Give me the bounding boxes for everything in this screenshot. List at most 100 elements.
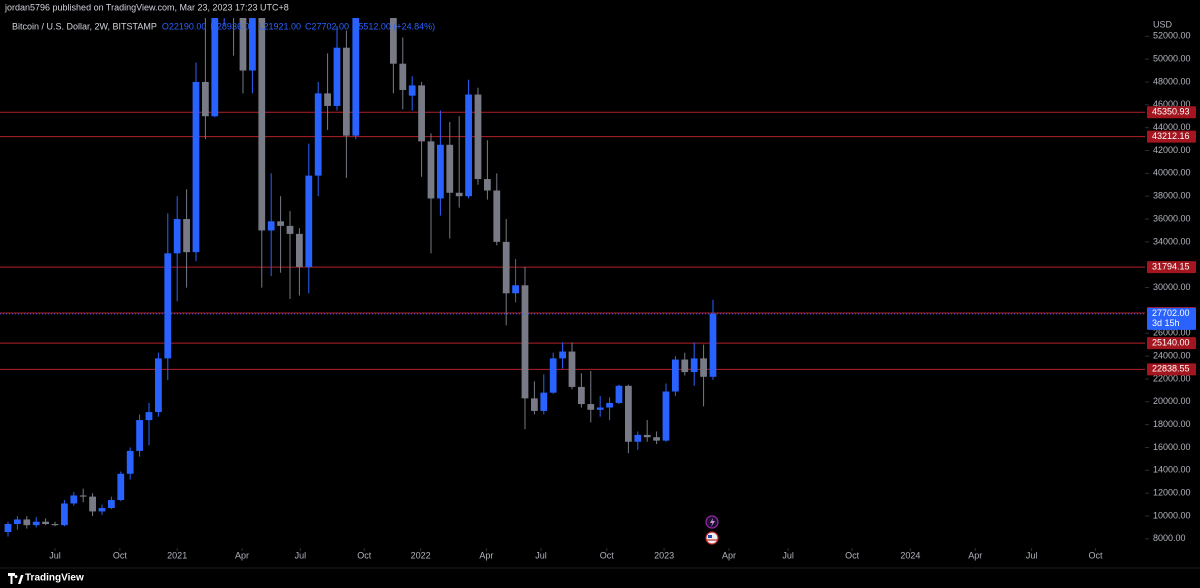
candle-body — [296, 233, 303, 268]
axes: 52000.00 50000.00 48000.00 46000.00 44000.00… — [49, 31, 1196, 560]
candle-body — [79, 495, 87, 497]
x-tick-label: Oct — [113, 550, 128, 560]
candle-body — [484, 179, 491, 191]
legend-symbol: Bitcoin / U.S. Dollar, 2W, BITSTAMP — [12, 21, 157, 31]
x-tick-label: Apr — [968, 550, 982, 560]
y-tick-label: 24000.00 — [1153, 350, 1191, 360]
last-price-label: 27702.00 — [1152, 308, 1190, 318]
y-tick-label: 26000.00 — [1153, 328, 1191, 338]
y-tick-label: 10000.00 — [1153, 510, 1191, 520]
x-tick-label: Jul — [295, 550, 307, 560]
candle-body — [709, 313, 717, 377]
level-label: 45350.93 — [1152, 107, 1190, 117]
y-tick-label: 14000.00 — [1153, 465, 1191, 475]
x-tick-label: Oct — [600, 550, 615, 560]
level-label-box — [1147, 130, 1196, 143]
y-tick-label: 22000.00 — [1153, 373, 1191, 383]
x-tick-label: Oct — [845, 550, 860, 560]
candle-body — [408, 85, 416, 96]
candle-body — [258, 18, 266, 231]
candle-body — [4, 524, 12, 533]
candle-body — [587, 404, 595, 410]
candle-body — [493, 190, 501, 242]
level-label-box — [1147, 261, 1196, 274]
y-tick-label: 8000.00 — [1153, 533, 1186, 543]
candle-body — [202, 81, 209, 117]
x-tick-label: Oct — [357, 550, 372, 560]
legend-ohlc: C27702.00 — [305, 21, 349, 31]
candle-body — [681, 359, 689, 373]
y-tick-label: 30000.00 — [1153, 282, 1191, 292]
candle-body — [455, 192, 463, 197]
y-tick-label: 20000.00 — [1153, 396, 1191, 406]
candle-body — [333, 47, 341, 106]
candle-body — [615, 385, 623, 403]
legend-ohlc: L21921.00 — [258, 21, 301, 31]
last-price-box — [1147, 307, 1196, 330]
legend-ohlc: +5512.00 (+24.84%) — [353, 21, 435, 31]
candle-body — [164, 253, 172, 359]
x-tick-label: Jul — [782, 550, 794, 560]
x-tick-label: Oct — [1089, 550, 1104, 560]
candle-body — [606, 402, 613, 408]
countdown-label: 3d 15h — [1152, 318, 1180, 328]
candle-body — [98, 508, 106, 512]
candle-body — [70, 495, 78, 504]
candle-body — [671, 359, 679, 392]
candle-body — [502, 241, 510, 294]
candle-body — [446, 144, 454, 193]
y-tick-label: 44000.00 — [1153, 122, 1191, 132]
y-tick-label: 36000.00 — [1153, 213, 1191, 223]
y-tick-label: 12000.00 — [1153, 488, 1191, 498]
y-tick-label: 42000.00 — [1153, 145, 1191, 155]
candle-body — [126, 450, 134, 474]
candle-body — [324, 93, 331, 106]
candle-body — [568, 351, 576, 387]
y-tick-label: 38000.00 — [1153, 191, 1191, 201]
candle-body — [277, 221, 284, 226]
y-tick-label: 16000.00 — [1153, 442, 1191, 452]
candle-body — [653, 437, 660, 441]
candle-body — [23, 519, 31, 526]
x-tick-label: 2022 — [411, 550, 431, 560]
level-label: 31794.15 — [1152, 261, 1190, 271]
footer-logo[interactable] — [8, 573, 24, 584]
publish-info: jordan5796 published on TradingView.com,… — [4, 2, 289, 12]
candle-body — [596, 407, 604, 410]
candle-body — [145, 412, 153, 421]
candle-body — [155, 358, 162, 413]
level-label-box — [1147, 363, 1196, 376]
candle-body — [305, 175, 313, 268]
candle-body — [61, 503, 68, 526]
level-label: 43212.16 — [1152, 131, 1190, 141]
candle-body — [173, 219, 181, 254]
candle-body — [117, 473, 125, 501]
candle-body — [521, 285, 529, 399]
candle-body — [577, 386, 585, 405]
candle-body — [474, 94, 482, 180]
candle-body — [690, 358, 698, 373]
candle-body — [286, 225, 294, 234]
level-label: 22838.55 — [1152, 364, 1190, 374]
y-tick-label: 18000.00 — [1153, 419, 1191, 429]
candle-body — [239, 18, 247, 71]
plot-area — [0, 18, 1145, 537]
y-tick-label: 34000.00 — [1153, 236, 1191, 246]
candle-body — [437, 144, 444, 199]
candle-body — [108, 500, 115, 509]
x-tick-label: 2021 — [167, 550, 187, 560]
candle-body — [662, 391, 670, 441]
y-tick-label: 40000.00 — [1153, 168, 1191, 178]
x-tick-label: Jul — [535, 550, 547, 560]
event-icon-glyph — [710, 518, 715, 527]
x-tick-label: Apr — [479, 550, 493, 560]
level-label-box — [1147, 106, 1196, 119]
y-tick-label: 46000.00 — [1153, 99, 1191, 109]
footer-brand[interactable]: TradingView — [25, 573, 84, 584]
candle-body — [14, 519, 21, 525]
candle-body — [267, 221, 275, 231]
legend-ohlc: H28936.00 — [210, 21, 254, 31]
axis-unit: USD — [1153, 19, 1173, 29]
x-tick-label: Apr — [722, 550, 736, 560]
